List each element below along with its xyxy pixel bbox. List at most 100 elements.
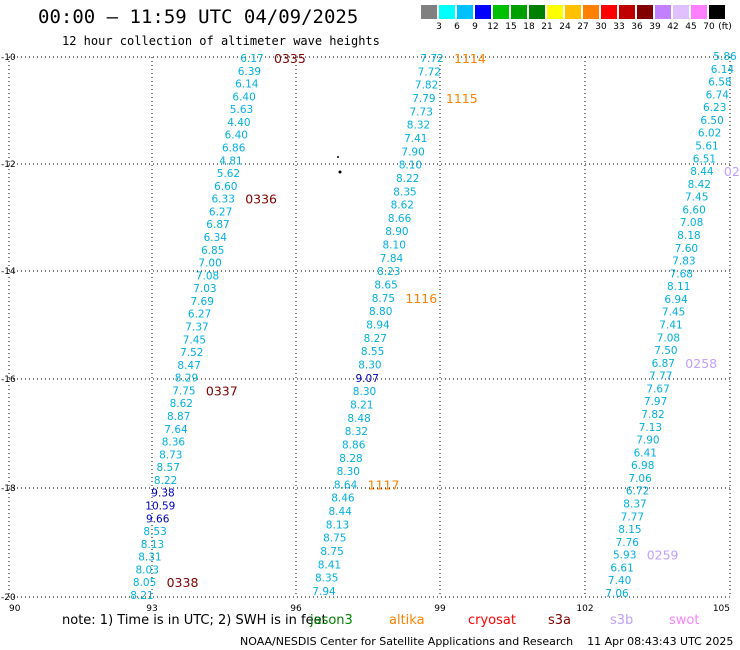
wave-height-value: 8.73 [159, 449, 182, 461]
wave-height-value: 6.86 [222, 143, 246, 155]
color-scale-label: 6 [454, 22, 460, 32]
wave-height-value: 7.97 [644, 396, 667, 408]
wave-height-value: 8.94 [366, 320, 390, 332]
wave-height-value: 8.32 [407, 120, 430, 132]
wave-height-value: 8.11 [667, 281, 690, 293]
wave-height-value: 8.35 [393, 186, 416, 198]
wave-height-value: 5.63 [230, 104, 253, 116]
wave-height-value: 5.62 [217, 168, 240, 180]
y-tick-label: -10 [1, 53, 16, 63]
wave-height-value: 7.73 [410, 106, 433, 118]
wave-height-value: 7.72 [418, 66, 441, 78]
color-swatch [637, 5, 653, 19]
wave-height-value: 8.28 [339, 453, 362, 465]
wave-height-value: 8.18 [677, 230, 700, 242]
wave-height-value: 7.08 [196, 270, 219, 282]
y-tick-label: -16 [1, 375, 16, 385]
wave-height-value: 7.41 [659, 320, 682, 332]
wave-height-value: 6.60 [682, 204, 705, 216]
island-marker [338, 170, 342, 174]
wave-height-value: 5.93 [613, 550, 636, 562]
wave-height-value: 7.68 [670, 268, 693, 280]
wave-height-value: 8.53 [143, 526, 166, 538]
color-scale-label: 45 [685, 22, 697, 32]
color-scale-label: 33 [613, 22, 625, 32]
wave-height-value: 7.76 [616, 537, 640, 549]
y-tick-label: -18 [1, 484, 16, 494]
wave-height-value: 8.35 [315, 573, 338, 585]
time-label: 0259 [647, 548, 679, 563]
legend-item-s3b: s3b [610, 613, 634, 628]
wave-height-value: 8.10 [383, 240, 406, 252]
wave-height-value: 8.21 [130, 590, 153, 602]
legend-item-s3a: s3a [548, 613, 572, 628]
wave-height-value: 7.37 [185, 322, 208, 334]
legend-item-altika: altika [389, 613, 425, 628]
wave-height-value: 6.33 [212, 194, 235, 206]
wave-height-value: 6.87 [652, 358, 675, 370]
wave-height-value: 7.52 [180, 347, 203, 359]
wave-height-value: 8.57 [157, 462, 180, 474]
x-tick-label: 96 [290, 604, 302, 614]
wave-height-value: 7.40 [608, 575, 631, 587]
wave-height-value: 8.27 [364, 333, 387, 345]
wave-height-value: 6.58 [708, 77, 731, 89]
wave-height-value: 6.27 [209, 206, 232, 218]
wave-height-value: 7.72 [420, 53, 443, 65]
y-tick-label: -14 [1, 267, 16, 277]
color-scale-label: 21 [541, 22, 553, 32]
wave-height-value: 8.87 [167, 411, 190, 423]
color-swatch [439, 5, 455, 19]
color-swatch [421, 5, 437, 19]
wave-height-value: 4.81 [219, 155, 242, 167]
wave-height-value: 6.98 [631, 460, 654, 472]
time-label: 0336 [245, 192, 277, 207]
color-scale-label: 36 [631, 22, 643, 32]
color-scale-label: 24 [559, 22, 571, 32]
wave-height-value: 8.44 [329, 506, 353, 518]
wave-height-value: 8.05 [133, 577, 156, 589]
wave-height-value: 6.72 [626, 486, 649, 498]
wave-height-value: 8.30 [353, 386, 376, 398]
wave-height-value: 7.06 [605, 588, 629, 600]
wave-height-value: 4.40 [227, 117, 250, 129]
wave-height-value: 8.37 [623, 499, 646, 511]
wave-height-value: 6.40 [232, 91, 255, 103]
color-swatch [565, 5, 581, 19]
wave-height-value: 6.85 [201, 245, 224, 257]
color-swatch [709, 5, 725, 19]
legend-item-cryosat: cryosat [468, 613, 516, 628]
wave-height-value: 6.51 [693, 153, 716, 165]
axis-labels: 90 93 96 99 102 105 -10 -12 -14 -16 -18 -20 [1, 53, 730, 614]
credit-text: NOAA/NESDIS Center for Satellite Applica… [240, 635, 574, 648]
wave-height-value: 6.41 [634, 447, 657, 459]
wave-height-value: 7.03 [193, 283, 216, 295]
legend-item-jason3: jason3 [310, 613, 353, 628]
color-scale-label: 27 [577, 22, 589, 32]
credit-line: NOAA/NESDIS Center for Satellite Applica… [240, 635, 733, 648]
wave-height-value: 9.38 [151, 488, 174, 500]
wave-height-value: 6.02 [698, 128, 721, 140]
wave-height-value: 6.87 [206, 219, 229, 231]
wave-height-value: 8.64 [334, 479, 358, 491]
time-label: 0335 [274, 51, 306, 66]
wave-height-value: 8.65 [374, 280, 397, 292]
color-scale-unit: (ft) [718, 22, 732, 32]
wave-height-value: 7.06 [628, 473, 652, 485]
time-label: 1114 [454, 51, 486, 66]
wave-height-value: 6.34 [204, 232, 228, 244]
wave-height-value: 8.21 [350, 399, 373, 411]
wave-height-value: 7.67 [646, 383, 669, 395]
color-swatch [529, 5, 545, 19]
wave-height-value: 7.77 [621, 511, 644, 523]
time-label: 0337 [206, 383, 238, 398]
color-swatch [457, 5, 473, 19]
page-title: 00:00 – 11:59 UTC 04/09/2025 [38, 6, 359, 28]
wave-height-value: 10.59 [145, 501, 175, 513]
wave-height-value: 8.62 [170, 398, 193, 410]
color-scale-label: 9 [472, 22, 478, 32]
wave-height-value: 8.44 [690, 166, 714, 178]
wave-height-value: 8.66 [388, 213, 412, 225]
wave-height-value: 6.40 [225, 130, 248, 142]
color-swatch [673, 5, 689, 19]
